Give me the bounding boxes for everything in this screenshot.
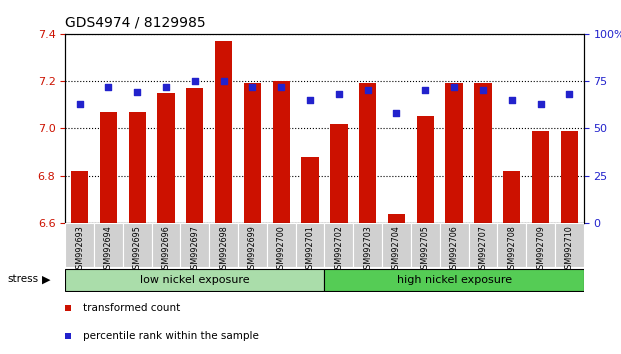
Text: stress: stress — [7, 274, 39, 284]
Text: GSM992709: GSM992709 — [536, 225, 545, 274]
Text: GSM992706: GSM992706 — [450, 225, 458, 274]
Text: transformed count: transformed count — [83, 303, 180, 313]
Bar — [474, 83, 492, 223]
Point — [276, 84, 286, 90]
Bar — [359, 83, 376, 223]
Bar — [353, 223, 382, 267]
Bar — [152, 223, 181, 267]
Bar — [440, 223, 468, 267]
Text: GSM992701: GSM992701 — [306, 225, 315, 274]
Point — [132, 90, 142, 95]
Text: GSM992710: GSM992710 — [565, 225, 574, 274]
Bar — [330, 124, 348, 223]
Bar — [186, 88, 204, 223]
Bar — [324, 223, 353, 267]
Point — [104, 84, 114, 90]
Point — [305, 97, 315, 103]
Bar — [503, 171, 520, 223]
Bar — [273, 81, 290, 223]
Text: GSM992693: GSM992693 — [75, 225, 84, 274]
Bar — [65, 269, 324, 291]
Bar — [555, 223, 584, 267]
Bar — [382, 223, 411, 267]
Point — [478, 88, 488, 93]
Text: GSM992699: GSM992699 — [248, 225, 257, 274]
Bar — [411, 223, 440, 267]
Point — [507, 97, 517, 103]
Bar — [324, 269, 584, 291]
Point — [420, 88, 430, 93]
Text: GSM992698: GSM992698 — [219, 225, 228, 274]
Text: GSM992694: GSM992694 — [104, 225, 113, 274]
Text: GSM992695: GSM992695 — [133, 225, 142, 274]
Bar — [215, 41, 232, 223]
Bar — [129, 112, 146, 223]
Text: GSM992703: GSM992703 — [363, 225, 372, 274]
Text: GSM992704: GSM992704 — [392, 225, 401, 274]
Text: GSM992702: GSM992702 — [334, 225, 343, 274]
Text: GSM992705: GSM992705 — [421, 225, 430, 274]
Bar — [209, 223, 238, 267]
Bar — [561, 131, 578, 223]
Bar — [296, 223, 324, 267]
Text: GSM992707: GSM992707 — [478, 225, 487, 274]
Text: GSM992708: GSM992708 — [507, 225, 516, 274]
Point — [248, 84, 258, 90]
Bar — [244, 83, 261, 223]
Bar — [267, 223, 296, 267]
Bar — [497, 223, 526, 267]
Point — [75, 101, 84, 107]
Bar — [123, 223, 152, 267]
Text: low nickel exposure: low nickel exposure — [140, 275, 250, 285]
Point — [161, 84, 171, 90]
Text: GSM992697: GSM992697 — [191, 225, 199, 274]
Bar — [532, 131, 549, 223]
Point — [535, 101, 545, 107]
Bar — [100, 112, 117, 223]
Text: GSM992696: GSM992696 — [161, 225, 171, 274]
Text: percentile rank within the sample: percentile rank within the sample — [83, 331, 258, 341]
Point — [564, 91, 574, 97]
Bar — [468, 223, 497, 267]
Point — [190, 78, 200, 84]
Bar — [388, 213, 405, 223]
Bar — [238, 223, 267, 267]
Point — [363, 88, 373, 93]
Text: ▶: ▶ — [42, 274, 51, 284]
Bar — [157, 93, 175, 223]
Text: GDS4974 / 8129985: GDS4974 / 8129985 — [65, 16, 206, 30]
Bar — [65, 223, 94, 267]
Bar — [301, 157, 319, 223]
Bar — [71, 171, 88, 223]
Bar — [94, 223, 123, 267]
Point — [334, 91, 344, 97]
Text: GSM992700: GSM992700 — [277, 225, 286, 274]
Point — [449, 84, 459, 90]
Bar — [526, 223, 555, 267]
Bar — [181, 223, 209, 267]
Point — [391, 110, 401, 116]
Point — [219, 78, 229, 84]
Text: high nickel exposure: high nickel exposure — [397, 275, 512, 285]
Bar — [417, 116, 434, 223]
Bar — [445, 83, 463, 223]
